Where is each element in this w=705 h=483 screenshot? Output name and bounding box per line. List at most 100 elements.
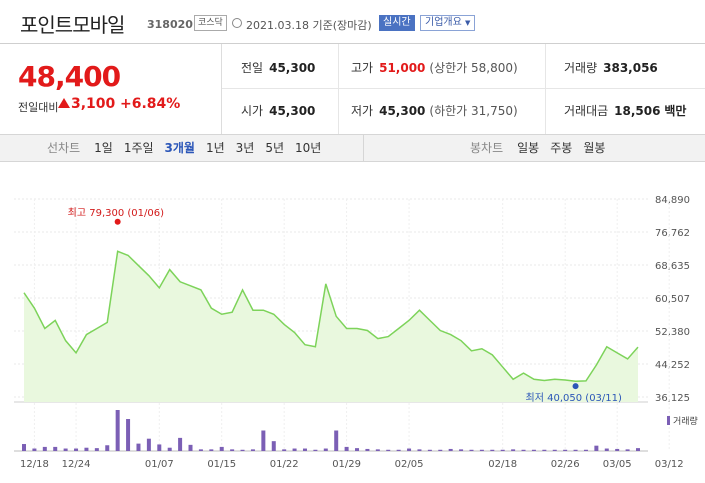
company-info-label: 기업개요 (425, 17, 462, 28)
volume-bar (271, 441, 276, 451)
volume-bar (365, 448, 370, 451)
x-tick-label: 03/12 (655, 459, 684, 470)
volume-bar (594, 445, 599, 451)
volume-bar (94, 448, 99, 451)
volume-bar (32, 448, 37, 451)
company-info-dropdown[interactable]: 기업개요 ▼ (420, 15, 476, 31)
date-info: 2021.03.18 기준(장마감) (230, 17, 372, 33)
period-1y[interactable]: 1년 (205, 141, 225, 155)
volume-bar (427, 449, 432, 451)
x-tick-label: 02/05 (395, 459, 424, 470)
current-price: 48,400 (18, 60, 121, 93)
volume-bar (448, 448, 453, 451)
volume-bar (500, 449, 505, 451)
basis-text: 기준(장마감) (312, 19, 372, 32)
amount-value: 18,506 (614, 104, 661, 118)
trade-amount: 거래대금 18,506 백만 (564, 102, 686, 119)
volume-bar (250, 449, 255, 451)
candle-chart-periods: 봉차트 일봉 주봉 월봉 (470, 135, 616, 161)
volume-bar (313, 449, 318, 451)
volume-bar (573, 449, 578, 451)
volume-bar (334, 430, 339, 451)
period-3y[interactable]: 3년 (235, 141, 255, 155)
low-label: 저가 (351, 104, 374, 118)
volume-label: 거래량 (564, 61, 598, 75)
volume-bar (167, 447, 172, 451)
volume-bar (490, 449, 495, 451)
volume-bar (146, 438, 151, 451)
volume-bar (469, 449, 474, 451)
x-tick-label: 03/05 (603, 459, 632, 470)
candle-daily[interactable]: 일봉 (517, 141, 540, 155)
y-tick-label: 44,252 (655, 360, 690, 371)
change-label: 전일대비 (18, 101, 59, 114)
open-value: 45,300 (269, 104, 316, 118)
period-3m[interactable]: 3개월 (164, 141, 195, 155)
stock-code: 318020 (147, 18, 193, 31)
x-tick-label: 02/18 (488, 459, 517, 470)
volume-bar (42, 446, 47, 451)
candle-chart-label: 봉차트 (470, 141, 504, 155)
x-tick-label: 12/18 (20, 459, 49, 470)
price-summary: 48,400 전일대비 3,100 +6.84% 전일 45,300 고가 51,0… (0, 44, 705, 134)
period-10y[interactable]: 10년 (295, 141, 322, 155)
volume-legend-swatch (667, 416, 670, 425)
market-badge: 코스닥 (194, 15, 227, 31)
volume: 거래량 383,056 (564, 59, 658, 76)
summary-row-divider (222, 88, 705, 89)
volume-bar (115, 410, 120, 451)
x-tick-label: 01/29 (332, 459, 361, 470)
open-label: 시가 (241, 104, 264, 118)
volume-bar (302, 448, 307, 451)
change-amount: 3,100 (71, 96, 116, 112)
volume-bar (230, 449, 235, 451)
volume-bar (531, 449, 536, 451)
low-price: 저가 45,300 (하한가 31,750) (351, 102, 518, 119)
date-text: 2021.03.18 (246, 19, 309, 32)
volume-bar (282, 449, 287, 451)
volume-bar (84, 447, 89, 451)
period-1w[interactable]: 1주일 (123, 141, 154, 155)
y-tick-label: 84,890 (655, 195, 690, 206)
period-1d[interactable]: 1일 (94, 141, 113, 155)
volume-bar (552, 449, 557, 451)
prev-close-label: 전일 (241, 61, 264, 75)
candle-weekly[interactable]: 주봉 (550, 141, 573, 155)
period-5y[interactable]: 5년 (265, 141, 285, 155)
line-chart-periods: 선차트 1일 1주일 3개월 1년 3년 5년 10년 (47, 135, 332, 161)
x-tick-label: 02/26 (551, 459, 580, 470)
line-chart-label: 선차트 (47, 141, 81, 155)
x-tick-label: 01/22 (270, 459, 299, 470)
volume-bar (583, 449, 588, 451)
candle-monthly[interactable]: 월봉 (583, 141, 606, 155)
header-divider (0, 43, 705, 44)
period-bar-divider (363, 135, 364, 161)
price-area (24, 251, 638, 402)
volume-bar (126, 419, 131, 451)
volume-bar (407, 448, 412, 451)
volume-bar (53, 446, 58, 451)
volume-bar (292, 448, 297, 451)
y-tick-label: 76,762 (655, 228, 690, 239)
lower-limit: (하한가 31,750) (429, 104, 518, 118)
x-tick-label: 01/15 (207, 459, 236, 470)
current-price-box: 48,400 전일대비 3,100 +6.84% (0, 44, 222, 134)
volume-bar (74, 448, 79, 451)
y-tick-label: 60,507 (655, 294, 690, 305)
volume-bar (188, 444, 193, 451)
volume-legend: 거래량 (667, 414, 698, 427)
volume-bar (240, 449, 245, 451)
price-line (23, 250, 639, 383)
low-value: 45,300 (379, 104, 426, 118)
volume-bar (521, 449, 526, 451)
volume-bar (344, 446, 349, 451)
x-tick-label: 01/07 (145, 459, 174, 470)
volume-bar (105, 445, 110, 451)
realtime-button[interactable]: 실시간 (379, 15, 415, 31)
price-chart: 84,890 76,762 68,635 60,507 52,380 44,252 36,1… (0, 162, 705, 483)
high-value: 51,000 (379, 61, 426, 75)
up-triangle-icon (58, 98, 70, 108)
volume-value: 383,056 (603, 61, 658, 75)
high-annotation: 최고 79,300 (01/06) (67, 207, 165, 219)
y-tick-label: 68,635 (655, 261, 690, 272)
